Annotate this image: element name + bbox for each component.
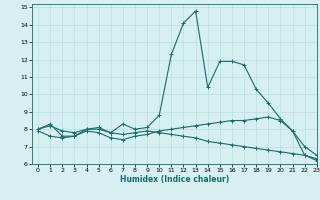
X-axis label: Humidex (Indice chaleur): Humidex (Indice chaleur) [120,175,229,184]
